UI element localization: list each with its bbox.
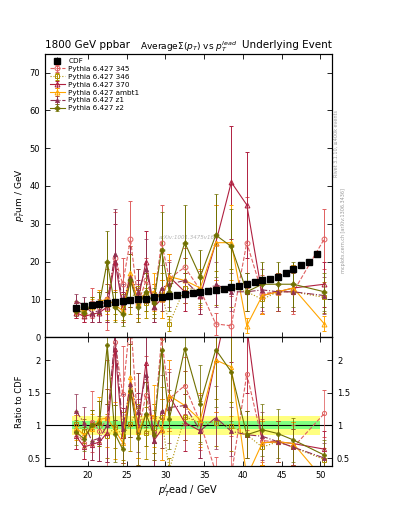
Bar	[266, 416, 274, 435]
Bar	[297, 416, 305, 435]
Text: mcplots.cern.ch [arXiv:1306.3436]: mcplots.cern.ch [arXiv:1306.3436]	[342, 188, 346, 273]
Bar	[204, 416, 212, 435]
Bar	[251, 421, 259, 429]
Bar	[127, 416, 134, 435]
Bar	[235, 416, 243, 435]
Bar	[181, 421, 189, 429]
Bar	[119, 421, 127, 429]
Bar	[150, 416, 158, 435]
Bar	[189, 416, 196, 435]
Bar	[142, 421, 150, 429]
Bar	[196, 416, 204, 435]
Bar	[305, 416, 313, 435]
Bar	[165, 416, 173, 435]
Bar	[173, 416, 181, 435]
Bar	[289, 416, 297, 435]
Bar	[158, 416, 165, 435]
Bar	[88, 416, 95, 435]
Bar	[251, 416, 259, 435]
Legend: CDF, Pythia 6.427 345, Pythia 6.427 346, Pythia 6.427 370, Pythia 6.427 ambt1, P: CDF, Pythia 6.427 345, Pythia 6.427 346,…	[48, 56, 141, 114]
Bar	[212, 421, 220, 429]
Bar	[80, 421, 88, 429]
Bar	[142, 416, 150, 435]
X-axis label: $p_T^l$ead / GeV: $p_T^l$ead / GeV	[158, 482, 219, 499]
Bar	[305, 421, 313, 429]
Bar	[134, 421, 142, 429]
Bar	[103, 416, 111, 435]
Bar	[228, 416, 235, 435]
Text: arXiv:1001.3475v169: arXiv:1001.3475v169	[159, 236, 219, 241]
Bar	[282, 416, 289, 435]
Bar	[235, 421, 243, 429]
Bar	[313, 421, 320, 429]
Bar	[72, 421, 80, 429]
Bar	[150, 421, 158, 429]
Bar	[289, 421, 297, 429]
Bar	[282, 421, 289, 429]
Bar	[189, 421, 196, 429]
Bar	[72, 416, 80, 435]
Bar	[103, 421, 111, 429]
Bar	[243, 421, 251, 429]
Bar	[95, 421, 103, 429]
Bar	[220, 416, 228, 435]
Text: Underlying Event: Underlying Event	[242, 40, 332, 50]
Bar	[259, 416, 266, 435]
Bar	[220, 421, 228, 429]
Bar	[173, 421, 181, 429]
Bar	[88, 421, 95, 429]
Bar	[313, 416, 320, 435]
Bar	[158, 421, 165, 429]
Bar	[127, 421, 134, 429]
Bar	[228, 421, 235, 429]
Bar	[259, 421, 266, 429]
Title: Average$\Sigma$($p_T$) vs $p_T^{lead}$: Average$\Sigma$($p_T$) vs $p_T^{lead}$	[140, 39, 237, 54]
Y-axis label: Ratio to CDF: Ratio to CDF	[15, 375, 24, 428]
Bar	[111, 416, 119, 435]
Bar	[212, 416, 220, 435]
Bar	[274, 421, 282, 429]
Text: 1800 GeV ppbar: 1800 GeV ppbar	[45, 40, 130, 50]
Bar	[134, 416, 142, 435]
Bar	[274, 416, 282, 435]
Text: Rivet 3.1.10, ≥400k events: Rivet 3.1.10, ≥400k events	[334, 110, 338, 177]
Bar	[95, 416, 103, 435]
Bar	[119, 416, 127, 435]
Bar	[297, 421, 305, 429]
Bar	[111, 421, 119, 429]
Y-axis label: $p_T^{\rm s}$um / GeV: $p_T^{\rm s}$um / GeV	[13, 168, 27, 222]
Bar	[204, 421, 212, 429]
Bar	[80, 416, 88, 435]
Bar	[266, 421, 274, 429]
Bar	[165, 421, 173, 429]
Bar	[196, 421, 204, 429]
Bar	[181, 416, 189, 435]
Bar	[243, 416, 251, 435]
